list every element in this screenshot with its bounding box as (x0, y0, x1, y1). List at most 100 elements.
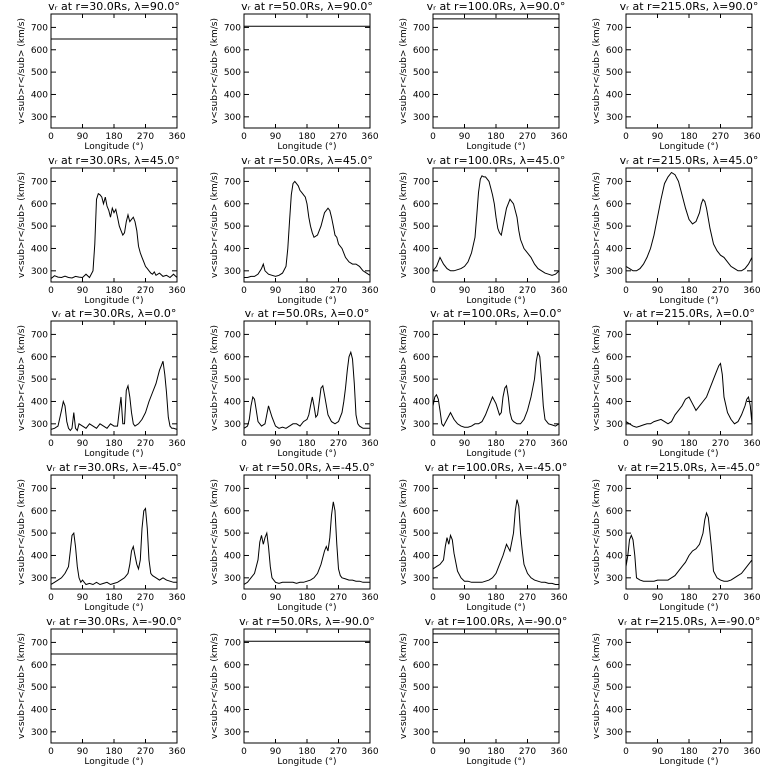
x-tick-label: 180 (298, 439, 315, 449)
y-tick-label: 400 (413, 397, 430, 407)
panel-title: vᵣ at r=50.0Rs, λ=90.0° (241, 0, 373, 13)
x-tick-label: 90 (270, 439, 282, 449)
panel-title: vᵣ at r=50.0Rs, λ=-90.0° (239, 615, 375, 628)
y-tick-label: 500 (606, 375, 623, 385)
x-tick-label: 0 (241, 286, 247, 296)
y-tick-label: 700 (606, 484, 623, 494)
plot-frame (432, 13, 560, 129)
x-tick-label: 0 (48, 747, 54, 757)
y-axis-label: v<sub>r</sub> (km/s) (210, 325, 220, 431)
x-tick-label: 270 (712, 593, 729, 603)
y-tick-label: 500 (31, 375, 48, 385)
x-tick-label: 270 (137, 286, 154, 296)
x-tick-label: 360 (743, 439, 760, 449)
y-tick-label: 600 (224, 353, 241, 363)
y-tick-label: 400 (606, 90, 623, 100)
series-line (626, 171, 752, 272)
panel: vᵣ at r=215.0Rs, λ=0.0° 0 90 180 270 360 300 40… (592, 307, 761, 459)
plot-frame (50, 320, 178, 436)
y-tick-label: 300 (224, 420, 241, 430)
panel: vᵣ at r=50.0Rs, λ=-90.0° 0 90 180 270 360 300 4… (210, 615, 379, 767)
x-axis-label: Longitude (°) (466, 757, 525, 767)
x-tick-label: 0 (48, 132, 54, 142)
series-line (244, 350, 370, 429)
y-tick-label: 500 (31, 529, 48, 539)
y-tick-label: 300 (413, 267, 430, 277)
y-tick-label: 500 (31, 68, 48, 78)
x-axis-label: Longitude (°) (659, 142, 718, 152)
y-tick-label: 300 (31, 728, 48, 738)
plot-frame (50, 13, 178, 129)
y-tick-label: 700 (31, 484, 48, 494)
x-axis-label: Longitude (°) (84, 142, 143, 152)
y-tick-label: 500 (31, 683, 48, 693)
x-axis-label: Longitude (°) (659, 603, 718, 613)
x-axis-label: Longitude (°) (277, 296, 336, 306)
x-tick-label: 360 (361, 286, 378, 296)
panel-title: vᵣ at r=215.0Rs, λ=0.0° (623, 307, 755, 320)
y-tick-label: 500 (606, 683, 623, 693)
y-tick-label: 700 (413, 177, 430, 187)
plot-frame (432, 474, 560, 590)
x-tick-label: 180 (680, 593, 697, 603)
y-tick-label: 700 (606, 638, 623, 648)
x-axis-label: Longitude (°) (277, 449, 336, 459)
plot-frame (625, 13, 753, 129)
y-axis-label: v<sub>r</sub> (km/s) (399, 325, 409, 431)
x-axis-label: Longitude (°) (277, 757, 336, 767)
y-tick-label: 600 (413, 46, 430, 56)
x-tick-label: 180 (298, 747, 315, 757)
panel: vᵣ at r=215.0Rs, λ=90.0° 0 90 180 270 360 300 4… (592, 0, 761, 152)
y-tick-label: 500 (413, 68, 430, 78)
y-axis-label: v<sub>r</sub> (km/s) (592, 479, 602, 585)
x-tick-label: 180 (680, 439, 697, 449)
y-tick-label: 700 (606, 23, 623, 33)
x-tick-label: 270 (330, 747, 347, 757)
x-tick-label: 270 (519, 132, 536, 142)
x-tick-label: 90 (270, 593, 282, 603)
x-axis-label: Longitude (°) (84, 603, 143, 613)
y-tick-label: 300 (413, 420, 430, 430)
panel: vᵣ at r=50.0Rs, λ=90.0° 0 90 180 270 360 300 40… (210, 0, 379, 152)
x-tick-label: 90 (652, 593, 664, 603)
x-tick-label: 180 (105, 593, 122, 603)
y-tick-label: 600 (224, 200, 241, 210)
y-tick-label: 300 (224, 728, 241, 738)
plot-frame (50, 474, 178, 590)
y-tick-label: 700 (31, 330, 48, 340)
y-axis-label: v<sub>r</sub> (km/s) (592, 172, 602, 278)
y-tick-label: 700 (413, 484, 430, 494)
y-tick-label: 300 (224, 267, 241, 277)
y-tick-label: 700 (606, 177, 623, 187)
x-tick-label: 270 (137, 439, 154, 449)
x-tick-label: 0 (623, 286, 629, 296)
x-tick-label: 90 (270, 132, 282, 142)
x-tick-label: 180 (105, 286, 122, 296)
x-tick-label: 270 (330, 286, 347, 296)
y-axis-label: v<sub>r</sub> (km/s) (17, 325, 27, 431)
y-tick-label: 600 (31, 661, 48, 671)
x-tick-label: 0 (430, 593, 436, 603)
y-tick-label: 500 (606, 68, 623, 78)
x-tick-label: 90 (77, 286, 89, 296)
x-tick-label: 0 (241, 747, 247, 757)
x-tick-label: 0 (48, 286, 54, 296)
y-axis-label: v<sub>r</sub> (km/s) (399, 18, 409, 124)
x-tick-label: 90 (459, 439, 471, 449)
y-tick-label: 700 (31, 177, 48, 187)
y-tick-label: 400 (413, 705, 430, 715)
y-axis-label: v<sub>r</sub> (km/s) (399, 479, 409, 585)
x-tick-label: 90 (459, 593, 471, 603)
series-line (51, 192, 177, 279)
y-tick-label: 300 (224, 113, 241, 123)
y-axis-label: v<sub>r</sub> (km/s) (17, 18, 27, 124)
y-axis-label: v<sub>r</sub> (km/s) (210, 633, 220, 739)
panel-title: vᵣ at r=50.0Rs, λ=-45.0° (239, 461, 375, 474)
panel-title: vᵣ at r=50.0Rs, λ=0.0° (245, 307, 370, 320)
panel-title: vᵣ at r=215.0Rs, λ=90.0° (620, 0, 759, 13)
y-axis-label: v<sub>r</sub> (km/s) (17, 479, 27, 585)
x-tick-label: 180 (105, 747, 122, 757)
y-tick-label: 400 (413, 90, 430, 100)
y-tick-label: 500 (224, 222, 241, 232)
